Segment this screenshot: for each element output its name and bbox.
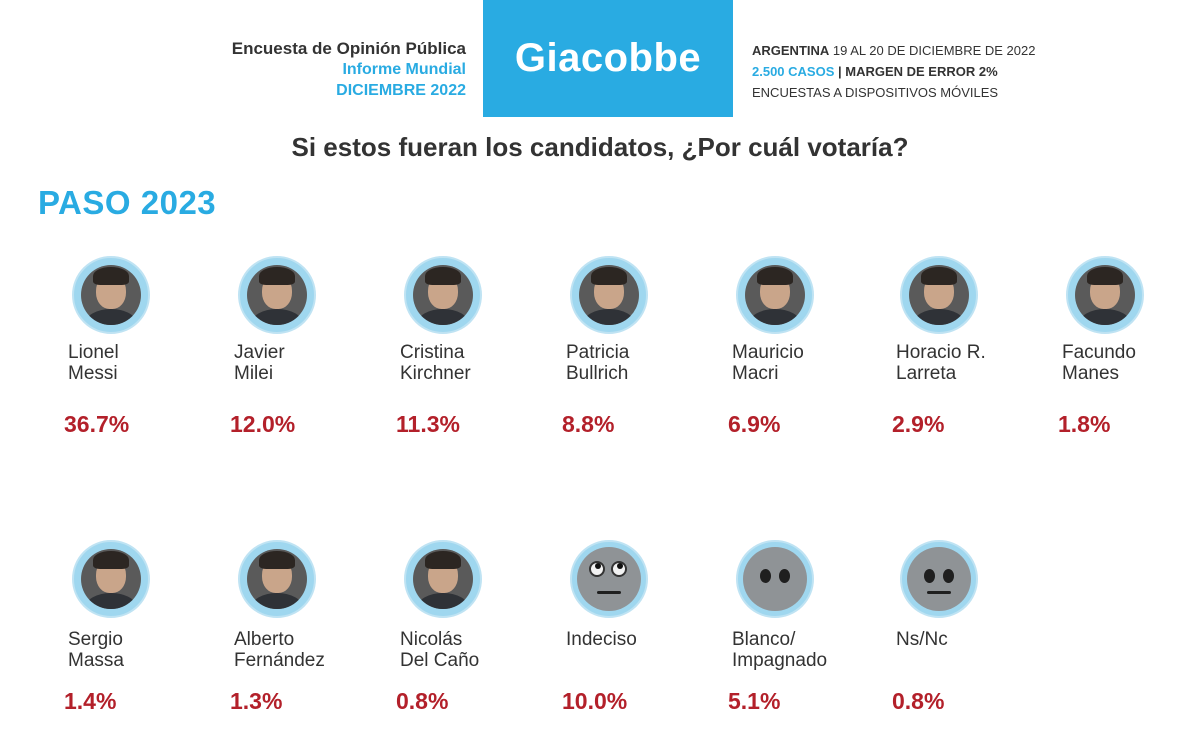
candidate-photo-icon — [404, 540, 482, 618]
neutral-face-emoji-icon — [900, 540, 978, 618]
candidate-percentage: 1.8% — [1058, 411, 1111, 437]
candidate-name: Sergio Massa — [68, 629, 228, 671]
survey-details: ARGENTINA 19 AL 20 DE DICIEMBRE DE 2022 … — [752, 40, 1035, 103]
candidate-name: Patricia Bullrich — [566, 342, 726, 384]
candidate-name: Facundo Manes — [1062, 342, 1200, 384]
candidate-photo-icon — [72, 256, 150, 334]
candidate-percentage: 6.9% — [728, 411, 781, 437]
candidate-name-line1: Cristina — [400, 342, 465, 363]
candidate-photo-icon — [900, 256, 978, 334]
candidate-name-line2: Kirchner — [400, 363, 471, 384]
eye-roll-emoji-icon — [570, 540, 648, 618]
date-range: 19 AL 20 DE DICIEMBRE DE 2022 — [829, 43, 1036, 58]
candidate-photo-icon — [72, 540, 150, 618]
candidate-photo-icon — [238, 256, 316, 334]
report-type: Informe Mundial — [342, 61, 466, 78]
question-title: Si estos fueran los candidatos, ¿Por cuá… — [291, 132, 909, 162]
candidate-name-line1: Alberto — [234, 629, 295, 650]
candidate-name-line1: Patricia — [566, 342, 630, 363]
candidate-photo-icon — [1066, 256, 1144, 334]
country: ARGENTINA — [752, 43, 830, 58]
candidate-percentage: 10.0% — [562, 688, 628, 714]
candidate-name-line2: Macri — [732, 363, 779, 384]
candidate-name-line1: Horacio R. — [896, 342, 986, 363]
candidate-name-line2: Massa — [68, 650, 124, 671]
candidate-name-line2: Messi — [68, 363, 118, 384]
candidate-name-line2: Milei — [234, 363, 274, 384]
candidate-percentage: 1.3% — [230, 688, 283, 714]
candidate-name-line2: Del Caño — [400, 650, 480, 671]
candidate-photo-icon — [736, 256, 814, 334]
candidate-percentage: 8.8% — [562, 411, 615, 437]
brand-name: Giacobbe — [514, 36, 702, 80]
candidate-name: Nicolás Del Caño — [400, 629, 560, 671]
candidate-name: Alberto Fernández — [234, 629, 394, 671]
survey-dates: ARGENTINA 19 AL 20 DE DICIEMBRE DE 2022 — [752, 40, 1035, 61]
candidate-name: Javier Milei — [234, 342, 394, 384]
candidate-name-line2: Larreta — [896, 363, 957, 384]
candidate-percentage: 0.8% — [892, 688, 945, 714]
section-title: PASO 2023 — [38, 184, 217, 221]
candidate-name-line1: Javier — [234, 342, 285, 363]
candidate-name: Cristina Kirchner — [400, 342, 560, 384]
survey-info: Encuesta de Opinión Pública Informe Mund… — [232, 38, 466, 101]
candidate-name: Mauricio Macri — [732, 342, 892, 384]
candidate-percentage: 5.1% — [728, 688, 781, 714]
candidate-name-line2: Impagnado — [732, 650, 828, 671]
candidate-name-line1: Mauricio — [732, 342, 804, 363]
candidate-name-line1: Indeciso — [566, 629, 637, 650]
candidate-name-line1: Nicolás — [400, 629, 463, 650]
candidate-name: Blanco/Impagnado — [732, 629, 892, 671]
candidate-photo-icon — [238, 540, 316, 618]
brand-logo: Giacobbe — [483, 0, 733, 117]
candidate-name-line1: Lionel — [68, 342, 119, 363]
report-date: DICIEMBRE 2022 — [336, 82, 466, 99]
candidate-name-line2: Manes — [1062, 363, 1120, 384]
candidate-percentage: 36.7% — [64, 411, 130, 437]
candidate-name-line2: Bullrich — [566, 363, 629, 384]
candidate-percentage: 12.0% — [230, 411, 296, 437]
candidate-percentage: 0.8% — [396, 688, 449, 714]
candidate-name-line1: Facundo — [1062, 342, 1136, 363]
candidate-name-line1: Ns/Nc — [896, 629, 948, 650]
candidate-name-line1: Sergio — [68, 629, 123, 650]
candidate-photo-icon — [404, 256, 482, 334]
survey-title: Encuesta de Opinión Pública — [231, 39, 466, 58]
sample-size: 2.500 CASOS — [752, 64, 835, 79]
candidate-name-line1: Blanco/ — [732, 629, 796, 650]
candidate-photo-icon — [570, 256, 648, 334]
candidate-percentage: 11.3% — [396, 411, 460, 437]
survey-sample: 2.500 CASOS | MARGEN DE ERROR 2% — [752, 61, 1035, 82]
survey-method: ENCUESTAS A DISPOSITIVOS MÓVILES — [752, 85, 999, 100]
error-margin: | MARGEN DE ERROR 2% — [834, 64, 998, 79]
candidate-percentage: 2.9% — [892, 411, 945, 437]
candidate-name: Lionel Messi — [68, 342, 228, 384]
candidate-percentage: 1.4% — [64, 688, 117, 714]
no-mouth-emoji-icon — [736, 540, 814, 618]
candidate-name: Horacio R. Larreta — [896, 342, 1056, 384]
candidate-name-line2: Fernández — [234, 650, 325, 671]
candidate-name: Indeciso — [566, 629, 726, 650]
candidate-name: Ns/Nc — [896, 629, 1056, 650]
